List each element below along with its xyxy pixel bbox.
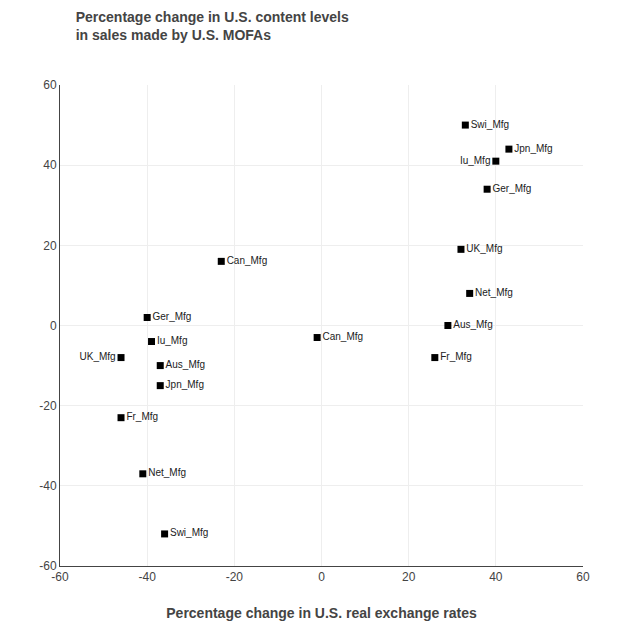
svg-text:Ger_Mfg: Ger_Mfg	[492, 183, 531, 194]
svg-text:Jpn_Mfg: Jpn_Mfg	[514, 143, 552, 154]
svg-text:Iu_Mfg: Iu_Mfg	[460, 155, 491, 166]
svg-text:Percentage change in U.S. cont: Percentage change in U.S. content levels…	[76, 9, 349, 43]
svg-text:Percentage change in U.S. real: Percentage change in U.S. real exchange …	[166, 605, 477, 621]
svg-text:40: 40	[489, 570, 503, 584]
svg-text:60: 60	[576, 570, 590, 584]
svg-text:Aus_Mfg: Aus_Mfg	[453, 319, 492, 330]
svg-text:Can_Mfg: Can_Mfg	[227, 255, 268, 266]
svg-text:0: 0	[318, 570, 325, 584]
svg-text:Fr_Mfg: Fr_Mfg	[126, 411, 158, 422]
svg-text:Aus_Mfg: Aus_Mfg	[166, 359, 205, 370]
svg-text:-40: -40	[138, 570, 156, 584]
svg-text:UK_Mfg: UK_Mfg	[466, 243, 502, 254]
svg-text:Can_Mfg: Can_Mfg	[323, 331, 364, 342]
svg-text:Swi_Mfg: Swi_Mfg	[471, 119, 509, 130]
svg-text:20: 20	[402, 570, 416, 584]
svg-text:Net_Mfg: Net_Mfg	[148, 467, 186, 478]
svg-text:Swi_Mfg: Swi_Mfg	[170, 527, 208, 538]
svg-text:Ger_Mfg: Ger_Mfg	[153, 311, 192, 322]
svg-text:0: 0	[50, 319, 57, 333]
svg-text:-60: -60	[51, 570, 69, 584]
svg-text:60: 60	[43, 78, 57, 92]
svg-text:Fr_Mfg: Fr_Mfg	[440, 351, 472, 362]
svg-text:-60: -60	[39, 559, 57, 573]
svg-text:-40: -40	[39, 479, 57, 493]
svg-text:UK_Mfg: UK_Mfg	[80, 351, 116, 362]
svg-text:-20: -20	[39, 399, 57, 413]
svg-text:-20: -20	[226, 570, 244, 584]
svg-text:Jpn_Mfg: Jpn_Mfg	[166, 379, 204, 390]
svg-text:20: 20	[43, 239, 57, 253]
svg-text:40: 40	[43, 158, 57, 172]
svg-text:Iu_Mfg: Iu_Mfg	[157, 335, 188, 346]
svg-text:Net_Mfg: Net_Mfg	[475, 287, 513, 298]
